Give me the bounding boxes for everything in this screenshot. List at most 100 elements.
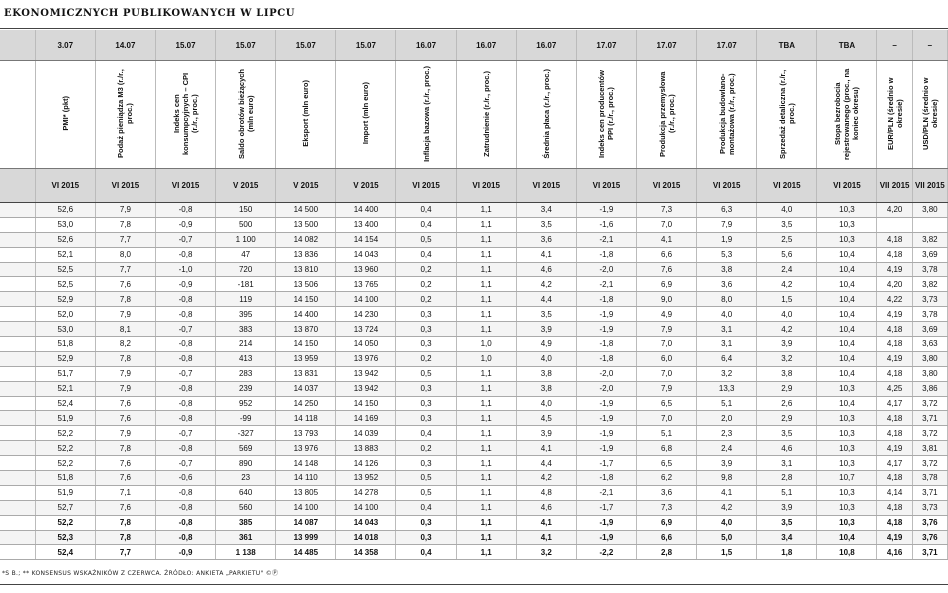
forecast-row-cell: 14 230 bbox=[335, 306, 397, 323]
forecast-row-cell: 52,1 bbox=[35, 381, 96, 397]
release-date-row-cell: 14.07 bbox=[95, 30, 156, 61]
forecast-row-cell: 8,2 bbox=[95, 336, 156, 352]
forecast-row-cell: 3,9 bbox=[516, 425, 577, 442]
forecast-row-cell: -1,9 bbox=[576, 440, 637, 457]
forecast-row-cell: 2,8 bbox=[756, 470, 818, 486]
forecast-row-cell: 4,9 bbox=[516, 336, 577, 352]
forecast-row-cell: 47 bbox=[215, 247, 277, 263]
forecast-row-cell: 10,4 bbox=[816, 351, 878, 367]
forecast-row-cell: -1,9 bbox=[576, 410, 637, 427]
forecast-row-cell: -1,0 bbox=[155, 262, 217, 278]
forecast-row-cell bbox=[0, 351, 36, 367]
forecast-row-cell: 2,5 bbox=[756, 232, 818, 248]
column-label: EUR/PLN (średnio w okresie) bbox=[885, 77, 904, 150]
release-date-row-cell: 15.07 bbox=[275, 30, 337, 61]
forecast-row-cell: 3,78 bbox=[912, 470, 948, 486]
release-date-row-cell: 17.07 bbox=[696, 30, 758, 61]
period-row-cell: VII 2015 bbox=[912, 168, 948, 203]
bottom-divider bbox=[0, 584, 948, 585]
forecast-row-cell: 52,5 bbox=[35, 262, 96, 278]
summary-row-cell: 0,3 bbox=[395, 515, 457, 531]
forecast-row-cell: 4,4 bbox=[516, 291, 577, 308]
summary-row-cell bbox=[0, 544, 36, 561]
forecast-row: 52,5 7,7 -1,0 720 13 810 13 960 0,2 1,1 4,6 -2,0 7… bbox=[0, 262, 948, 278]
forecast-row-cell: 3,5 bbox=[756, 425, 818, 442]
forecast-row-cell: 1,1 bbox=[456, 291, 517, 308]
forecast-row-cell: 6,9 bbox=[636, 276, 698, 293]
indicator-label-row-cell: Indeks cen producentów PPI (r./r., proc.… bbox=[576, 60, 637, 169]
forecast-row-cell: -0,8 bbox=[155, 351, 217, 367]
forecast-row-cell: -1,9 bbox=[576, 425, 637, 442]
forecast-row-cell: -327 bbox=[215, 425, 277, 442]
period-row-cell: VII 2015 bbox=[876, 168, 913, 203]
forecast-row-cell: -0,6 bbox=[155, 470, 217, 486]
forecast-row-cell: 52,9 bbox=[35, 351, 96, 367]
forecast-row-cell: 3,6 bbox=[636, 485, 698, 501]
forecast-row-cell: 4,1 bbox=[636, 232, 698, 248]
forecast-row-cell: -0,8 bbox=[155, 485, 217, 501]
forecast-row-cell: 0,2 bbox=[395, 351, 457, 367]
forecast-row-cell: 1,5 bbox=[756, 291, 818, 308]
forecast-row-cell: 1,1 bbox=[456, 232, 517, 248]
summary-row-cell bbox=[0, 515, 36, 531]
forecast-row-cell: 1,0 bbox=[456, 351, 517, 367]
forecast-row-cell bbox=[0, 470, 36, 486]
forecast-row-cell: 52,1 bbox=[35, 247, 96, 263]
summary-row-cell bbox=[0, 530, 36, 546]
column-label: Indeks cen konsumpcyjnych – CPI (r./r., … bbox=[172, 72, 200, 155]
forecast-row-cell: -1,9 bbox=[576, 321, 637, 338]
forecast-row-cell: 7,3 bbox=[636, 500, 698, 516]
footer-note: *S B.; ** KONSENSUS WSKAŹNIKÓW Z CZERWCA… bbox=[2, 570, 279, 577]
forecast-row-cell: 53,0 bbox=[35, 321, 96, 338]
forecast-row-cell: 14 126 bbox=[335, 455, 397, 472]
summary-row-cell: 52,4 bbox=[35, 544, 96, 561]
forecast-row-cell: 14 400 bbox=[275, 306, 337, 323]
period-row-cell: VI 2015 bbox=[636, 168, 698, 203]
forecast-row-cell: -1,9 bbox=[576, 306, 637, 323]
forecast-row-cell: 7,0 bbox=[636, 366, 698, 382]
forecast-row: 52,7 7,6 -0,8 560 14 100 14 100 0,4 1,1 4,6 -1,7 7… bbox=[0, 500, 948, 516]
forecast-row-cell: -1,8 bbox=[576, 247, 637, 263]
forecast-row-cell: 52,2 bbox=[35, 455, 96, 472]
forecast-row: 52,2 7,6 -0,7 890 14 148 14 126 0,3 1,1 4,4 -1,7 6… bbox=[0, 455, 948, 472]
forecast-table: 3.07 14.07 15.07 15.07 15.07 15.07 16.07 16.07 1… bbox=[0, 30, 948, 561]
summary-row-cell: 13 999 bbox=[275, 530, 337, 546]
forecast-row: 51,8 7,6 -0,6 23 14 110 13 952 0,5 1,1 4,2 -1,8 6,… bbox=[0, 470, 948, 486]
forecast-row-cell: 1,1 bbox=[456, 247, 517, 263]
forecast-row-cell: 4,5 bbox=[516, 410, 577, 427]
forecast-row-cell bbox=[0, 202, 36, 218]
forecast-row-cell: 3,5 bbox=[516, 217, 577, 233]
release-date-row-cell: 17.07 bbox=[576, 30, 637, 61]
forecast-row-cell: 1,9 bbox=[696, 232, 758, 248]
forecast-row-cell: 9,0 bbox=[636, 291, 698, 308]
summary-row-cell: 10,4 bbox=[816, 530, 878, 546]
forecast-row-cell: -181 bbox=[215, 276, 277, 293]
forecast-row-cell: 0,4 bbox=[395, 500, 457, 516]
forecast-row-cell: 3,82 bbox=[912, 276, 948, 293]
summary-row-cell: 7,8 bbox=[95, 530, 156, 546]
forecast-row-cell: -0,8 bbox=[155, 306, 217, 323]
forecast-row-cell: 1,0 bbox=[456, 336, 517, 352]
summary-row-cell: -1,9 bbox=[576, 530, 637, 546]
summary-row-cell: 6,6 bbox=[636, 530, 698, 546]
period-row-cell: VI 2015 bbox=[756, 168, 818, 203]
summary-row-cell: -1,9 bbox=[576, 515, 637, 531]
indicator-label-row-cell: Saldo obrotów bieżących (mln euro) bbox=[215, 60, 277, 169]
forecast-row-cell: 500 bbox=[215, 217, 277, 233]
column-label: Średnia płaca (r./r., proc.) bbox=[541, 68, 551, 159]
forecast-row-cell: 7,6 bbox=[95, 396, 156, 412]
indicator-label-row-cell: Produkcja przemysłowa (r./r., proc.) bbox=[636, 60, 698, 169]
forecast-row: 52,1 8,0 -0,8 47 13 836 14 043 0,4 1,1 4,1 -1,8 6,… bbox=[0, 247, 948, 263]
forecast-row-cell: 2,9 bbox=[756, 381, 818, 397]
forecast-row-cell: 560 bbox=[215, 500, 277, 516]
forecast-row-cell: 3,72 bbox=[912, 455, 948, 472]
forecast-row-cell: 14 154 bbox=[335, 232, 397, 248]
forecast-row-cell: 6,6 bbox=[636, 247, 698, 263]
forecast-row-cell: 5,1 bbox=[636, 425, 698, 442]
forecast-row-cell: 3,9 bbox=[516, 321, 577, 338]
forecast-row-cell: 14 039 bbox=[335, 425, 397, 442]
forecast-row-cell: 52,0 bbox=[35, 306, 96, 323]
forecast-row-cell: 2,4 bbox=[756, 262, 818, 278]
forecast-row-cell: -1,8 bbox=[576, 336, 637, 352]
forecast-row-cell: 1,1 bbox=[456, 217, 517, 233]
